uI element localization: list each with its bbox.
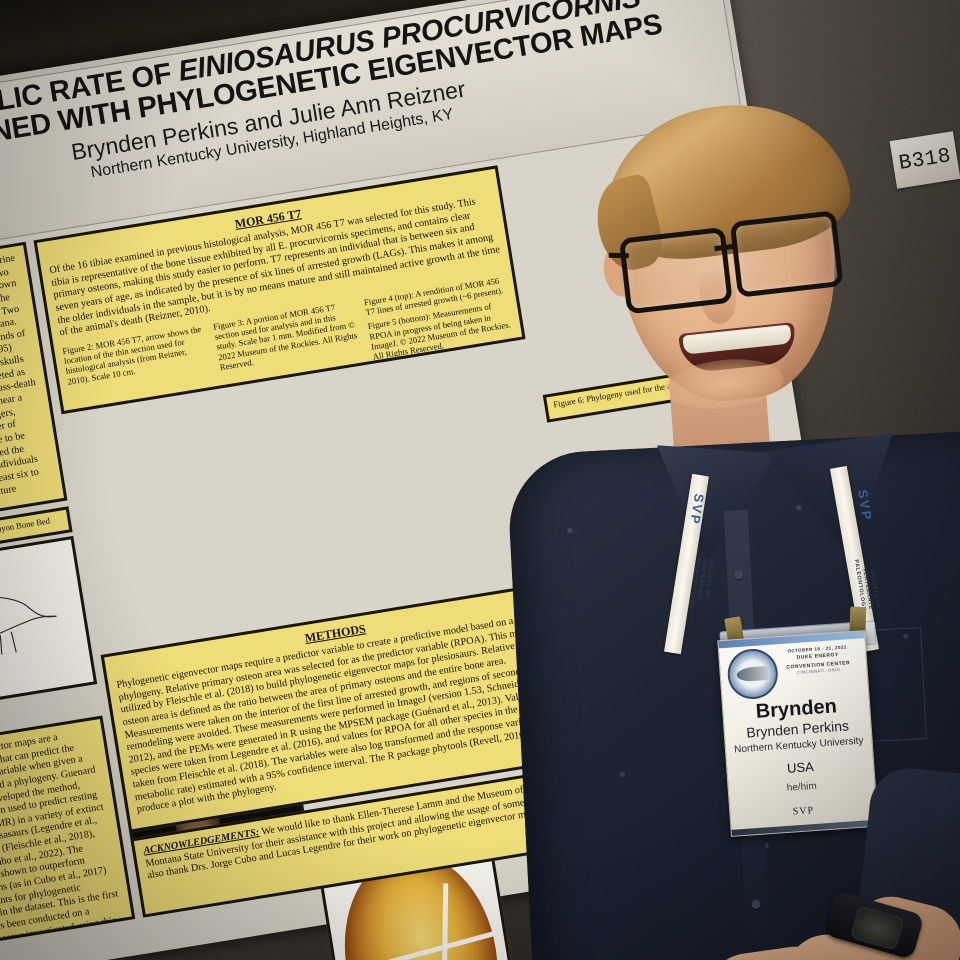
dinosaur-skull-icon — [736, 665, 770, 683]
shirt-button — [751, 899, 761, 910]
ceratopsian-sketch-icon — [0, 596, 57, 664]
conference-poster: METABOLIC RATE OF EINIOSAURUS PROCURVICO… — [0, 0, 881, 960]
badge-country: USA — [786, 759, 815, 776]
eyeglass-temple — [608, 252, 629, 259]
badge-clip-right — [849, 606, 867, 634]
badge-svp-logo: SVP — [792, 805, 815, 818]
poster-presenter: SVP SVP SOCIETY OF VERTEBRATE PALEONTOLO… — [505, 70, 960, 960]
shirt-button — [733, 570, 744, 580]
conference-name-badge: OCTOBER 18 - 21, 2022 DUKE ENERGY CONVEN… — [717, 630, 879, 837]
eyeglass-lens-right — [729, 210, 844, 298]
pem-panel-text: Phylogenetic eigenvector maps are a comp… — [0, 732, 120, 952]
eyeglass-lens-left — [618, 226, 733, 315]
figure1-locality-image — [0, 535, 98, 718]
svp-seal-icon — [726, 647, 780, 701]
badge-event-info: OCTOBER 18 - 21, 2022 DUKE ENERGY CONVEN… — [775, 644, 861, 677]
badge-pronouns: he/him — [786, 780, 818, 794]
watch-face — [849, 905, 906, 951]
